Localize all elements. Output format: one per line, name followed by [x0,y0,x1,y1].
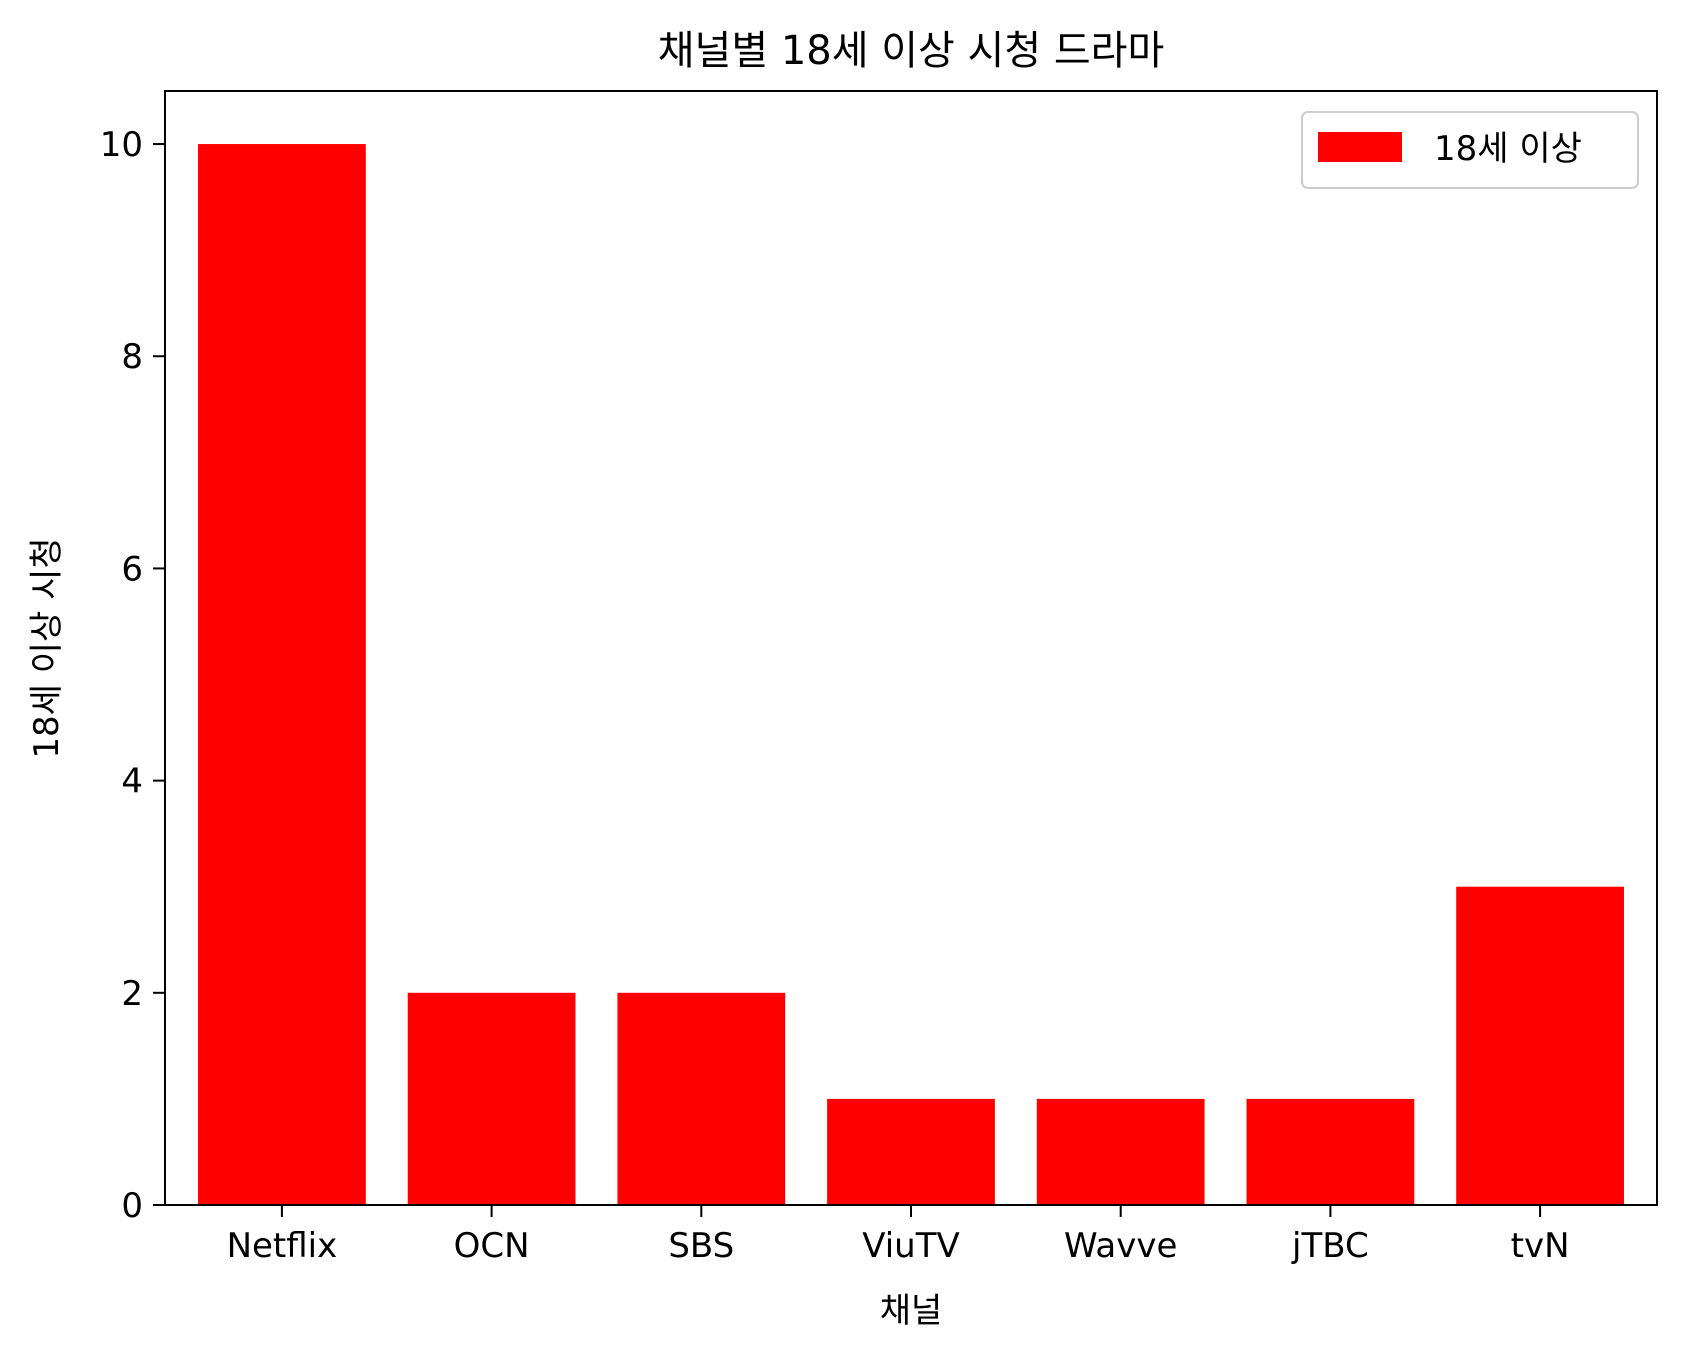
y-tick-label: 4 [121,762,143,802]
plot-frame [164,90,1658,1206]
legend-box [1301,111,1639,189]
y-tick-label: 2 [121,974,143,1014]
y-tick-label: 8 [121,337,143,377]
legend: 18세 이상 [1301,111,1639,189]
bar-sbs [617,992,786,1205]
x-tick-label: Netflix [227,1226,338,1266]
bar-jtbc [1246,1098,1415,1205]
x-axis-label: 채널 [880,1291,943,1331]
bars-group [198,144,1624,1206]
bar-ocn [407,992,576,1205]
y-tick-label: 6 [121,549,143,589]
x-tick-label: Wavve [1064,1226,1177,1266]
x-tick-label: tvN [1511,1226,1570,1266]
legend-label: 18세 이상 [1434,129,1582,169]
y-tick-label: 0 [121,1186,143,1226]
bar-netflix [198,144,366,1206]
legend-swatch [1318,132,1402,162]
bar-wavve [1036,1098,1205,1205]
bar-viutv [827,1098,995,1205]
x-tick-label: OCN [454,1226,530,1266]
x-tick-label: jTBC [1291,1226,1369,1266]
y-axis-label: 18세 이상 시청 [27,537,67,758]
y-tick-label: 10 [100,125,143,165]
x-axis: Netflix OCN SBS ViuTV Wavve jTBC tvN [227,1205,1570,1266]
chart-title: 채널별 18세 이상 시청 드라마 [658,28,1165,74]
x-tick-label: SBS [668,1226,734,1266]
y-axis: 0 2 4 6 8 10 [100,125,165,1226]
bar-tvn [1456,886,1624,1205]
x-tick-label: ViuTV [862,1226,960,1266]
